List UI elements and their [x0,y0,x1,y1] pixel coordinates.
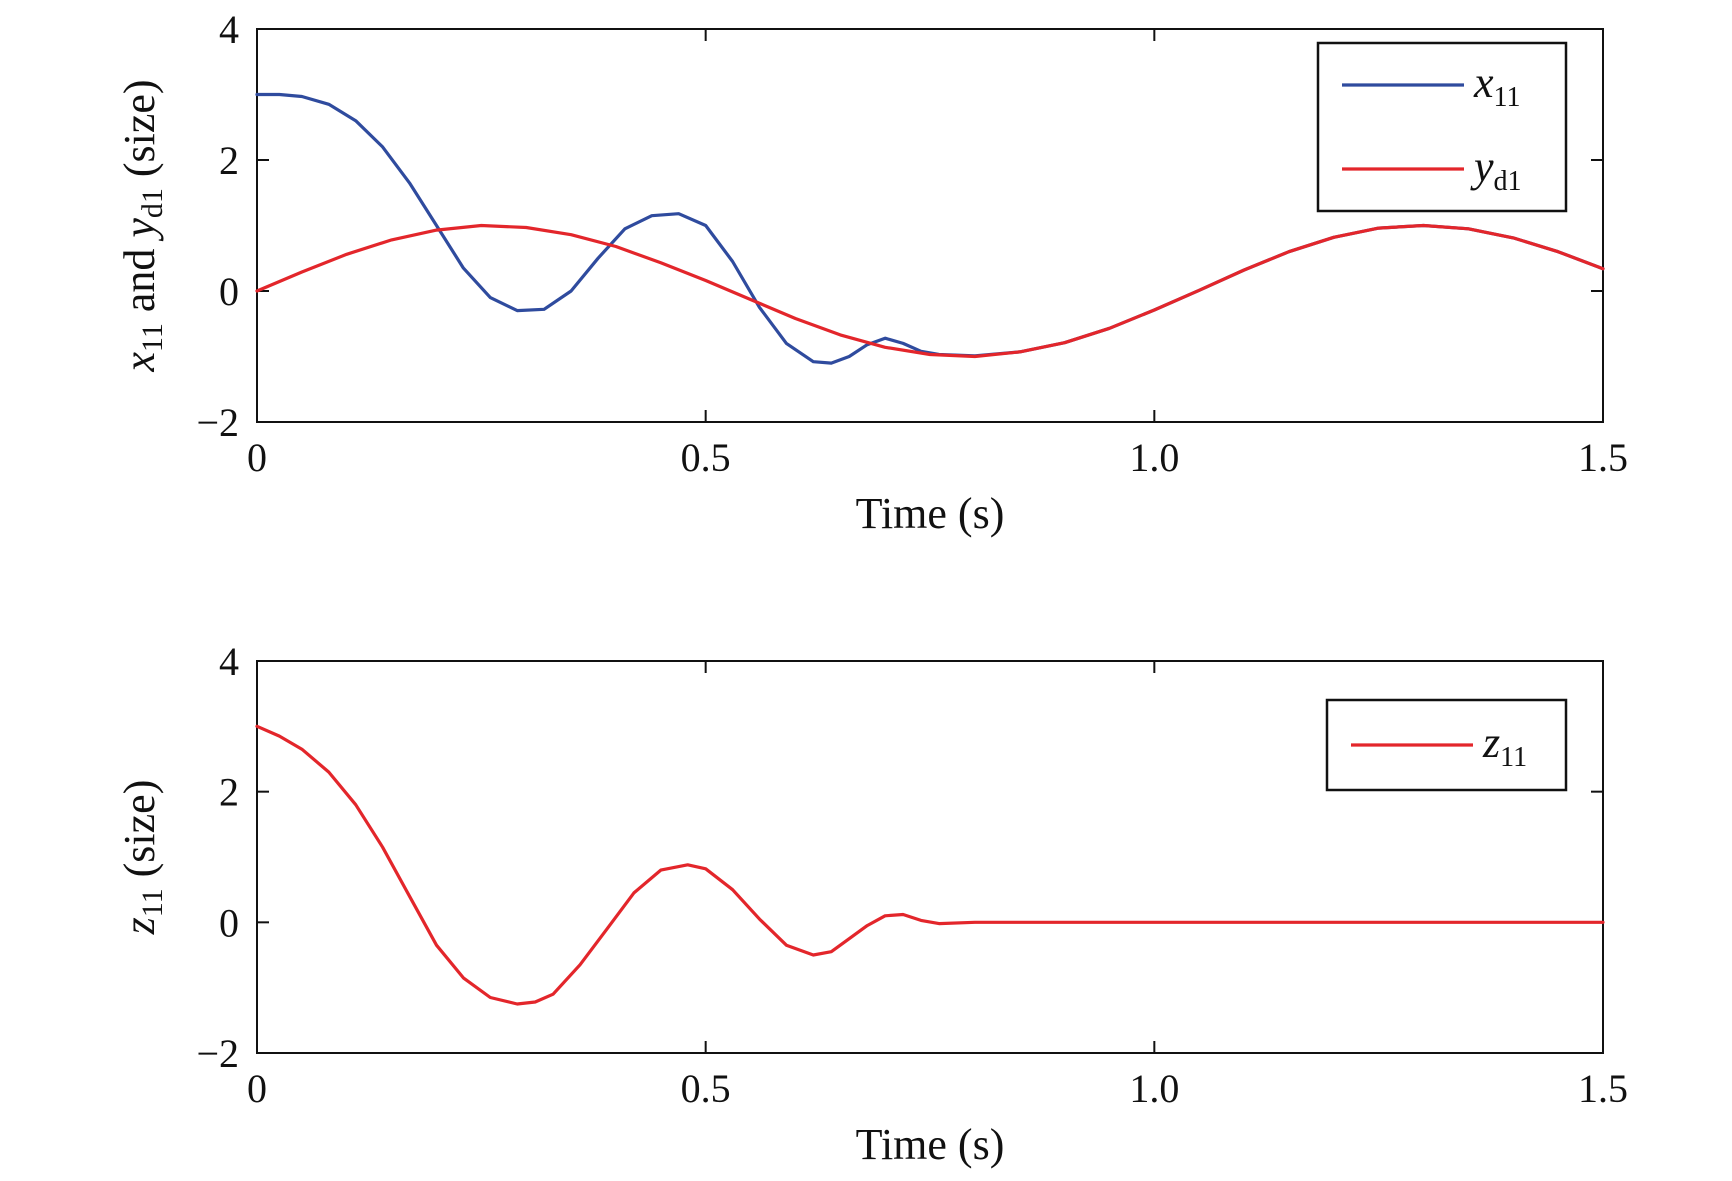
legend-label-base: z [1482,718,1500,767]
y-axis-title-sub1: 11 [136,888,169,917]
x-tick-label: 1.5 [1578,435,1628,480]
legend-label-sub: 11 [1500,742,1527,773]
y-axis-title-base1: x [115,352,164,373]
legend-box [1316,41,1568,213]
x-tick-label: 1.0 [1129,1066,1179,1111]
legend: z11 [1325,698,1568,792]
legend-label-sub: 11 [1494,82,1521,113]
y-tick-label: 4 [219,7,239,52]
y-axis-title-tail: (size) [115,79,164,188]
x-tick-label: 0.5 [681,435,731,480]
y-tick-label: 4 [219,639,239,684]
y-axis-title-mid: and [115,238,164,324]
y-axis-title-base1: z [115,917,164,935]
y-tick-label: −2 [196,400,239,445]
y-axis-title-sub1: 11 [136,323,169,352]
y-axis-title-base2: y [115,218,164,242]
y-tick-label: 2 [219,138,239,183]
x-tick-label: 1.5 [1578,1066,1628,1111]
x-tick-label: 0 [247,435,267,480]
y-tick-label: 0 [219,269,239,314]
y-axis-title: z11 (size) [115,780,169,936]
legend-label-base: y [1470,142,1494,191]
y-axis-title-sub2: d1 [136,188,169,218]
x-axis-title: Time (s) [856,1120,1005,1169]
y-tick-label: 0 [219,900,239,945]
x-tick-label: 1.0 [1129,435,1179,480]
legend-label-1: x11 [1473,58,1521,113]
x-axis-title: Time (s) [856,489,1005,538]
series-line-1 [255,724,1605,1006]
series-line-2 [255,223,1605,359]
legend-label-1: z11 [1482,718,1527,773]
plot-frame [256,28,1604,423]
legend-label-base: x [1473,58,1494,107]
y-axis-title-tail: (size) [115,780,164,889]
plot-frame [256,660,1604,1054]
legend-label-sub: d1 [1494,166,1522,197]
x-tick-label: 0.5 [681,1066,731,1111]
x-tick-label: 0 [247,1066,267,1111]
y-tick-label: −2 [196,1031,239,1076]
y-axis-title: x11 and yd1 (size) [115,79,169,372]
legend-label-2: yd1 [1470,142,1522,197]
y-tick-label: 2 [219,770,239,815]
